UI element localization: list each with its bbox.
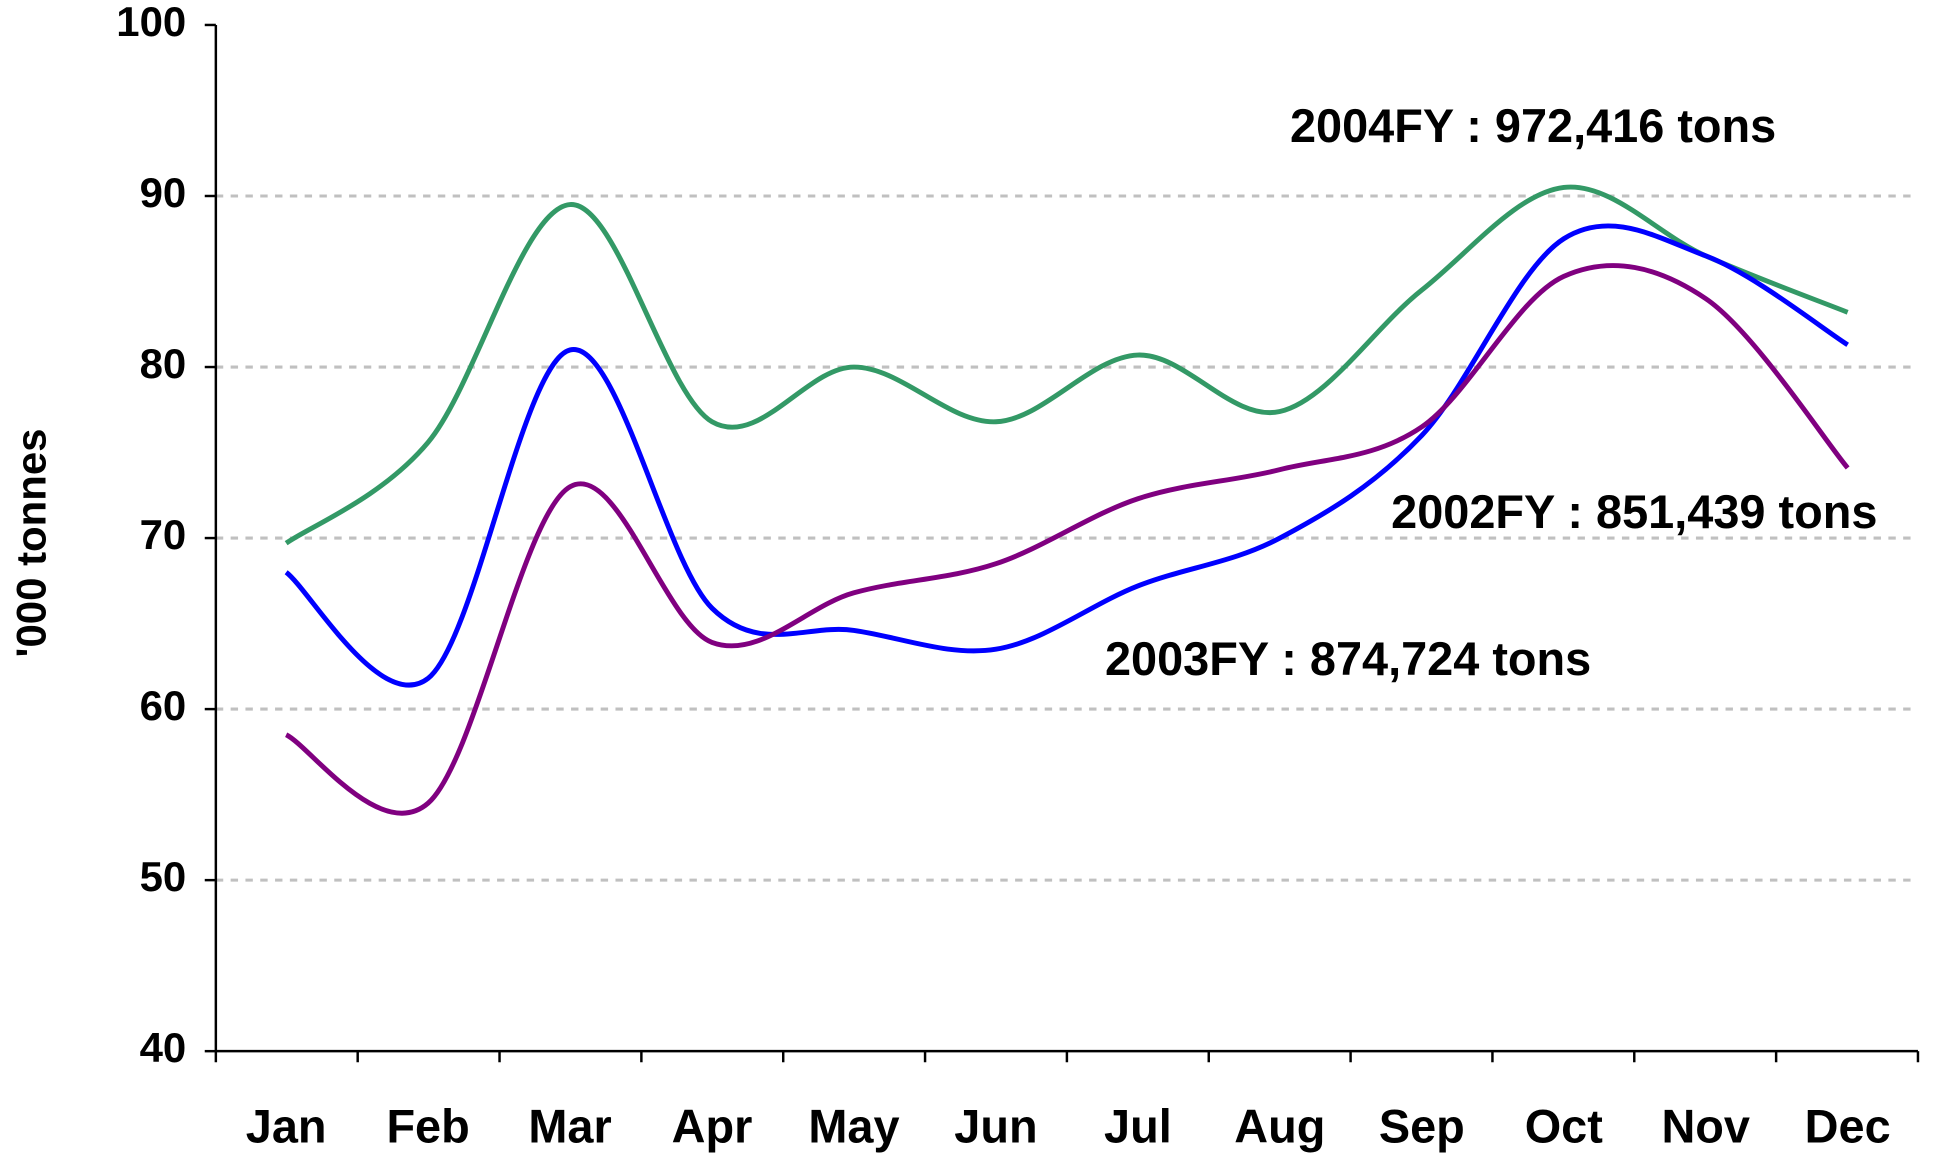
x-tick-label: Jan <box>246 1100 327 1152</box>
y-tick-label: 100 <box>116 0 186 45</box>
line <box>284 184 1849 546</box>
y-tick-label: 90 <box>140 169 187 216</box>
line <box>284 223 1849 688</box>
x-tick-label: Mar <box>528 1100 611 1152</box>
x-tick-label: Oct <box>1525 1100 1604 1152</box>
x-tick-label: Nov <box>1661 1100 1750 1152</box>
x-tick-label: Jul <box>1104 1100 1172 1152</box>
x-tick-label: Aug <box>1234 1100 1325 1152</box>
y-tick-label: 70 <box>140 511 187 558</box>
line <box>284 263 1850 816</box>
series-label: 2004FY : 972,416 tons <box>1290 100 1776 152</box>
x-tick-label: Jun <box>954 1100 1037 1152</box>
y-tick-label: 60 <box>140 682 187 729</box>
y-tick-label: 50 <box>140 853 187 900</box>
series-label: 2002FY : 851,439 tons <box>1391 486 1877 538</box>
x-tick-label: May <box>808 1100 899 1152</box>
x-tick-label: Dec <box>1805 1100 1891 1152</box>
y-tick-label: 40 <box>140 1024 187 1071</box>
y-tick-label: 80 <box>140 340 187 387</box>
y-axis-label: '000 tonnes <box>8 429 55 658</box>
x-tick-label: Apr <box>672 1100 753 1152</box>
x-tick-label: Feb <box>386 1100 469 1152</box>
x-tick-label: Sep <box>1379 1100 1465 1152</box>
series-label: 2003FY : 874,724 tons <box>1105 633 1591 685</box>
